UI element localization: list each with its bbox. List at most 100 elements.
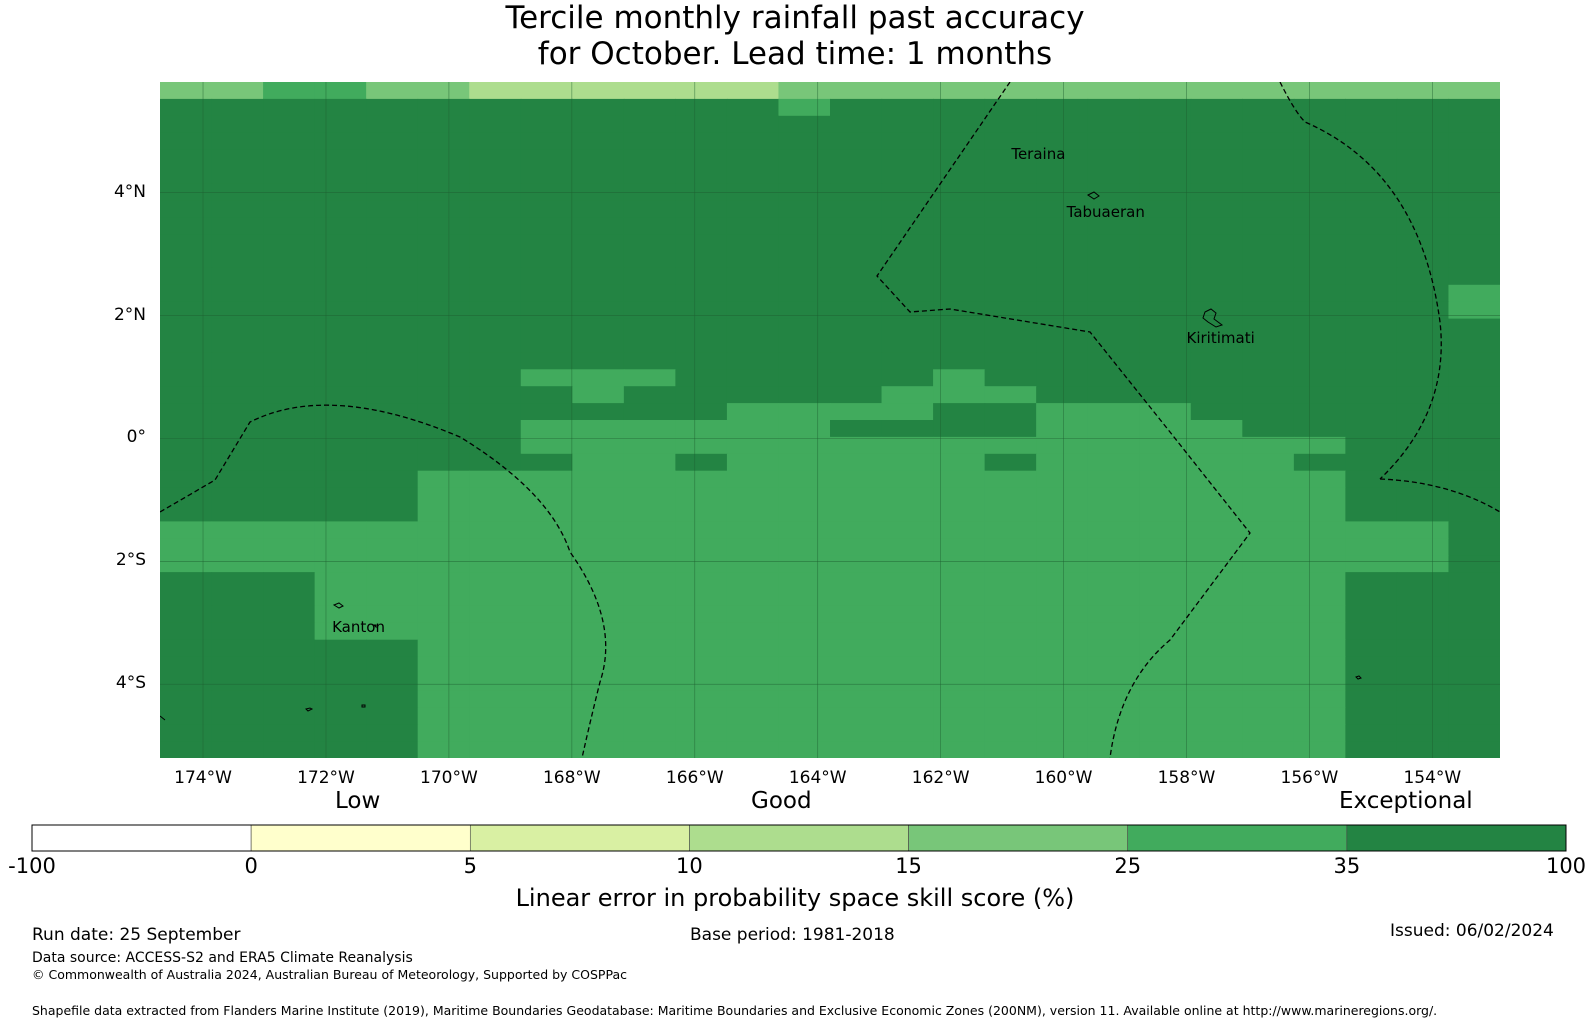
skill-cell <box>520 166 573 184</box>
skill-cell <box>1036 673 1089 691</box>
skill-cell <box>314 470 367 489</box>
skill-cell <box>366 555 419 573</box>
skill-cell <box>572 251 625 269</box>
skill-cell <box>314 741 367 758</box>
skill-cell <box>160 267 213 286</box>
skill-cell <box>1036 217 1089 235</box>
skill-cell <box>1396 639 1450 658</box>
skill-cell <box>1293 605 1346 624</box>
skill-cell <box>984 504 1037 522</box>
skill-cell <box>572 386 625 404</box>
skill-cell <box>263 673 316 691</box>
skill-cell <box>469 741 522 758</box>
skill-cell <box>520 132 573 151</box>
skill-cell <box>520 217 573 235</box>
skill-cell <box>1087 166 1140 184</box>
skill-cell <box>1242 149 1295 168</box>
skill-cell <box>1293 453 1346 472</box>
skill-cell <box>726 470 780 489</box>
skill-cell <box>520 724 573 742</box>
skill-cell <box>1448 82 1500 100</box>
skill-cell <box>1396 420 1450 438</box>
skill-cell <box>1242 605 1295 624</box>
skill-cell <box>1139 301 1192 320</box>
skill-cell <box>675 436 728 455</box>
skill-cell <box>1396 115 1450 134</box>
skill-cell <box>572 639 625 658</box>
skill-cell <box>933 149 986 168</box>
skill-cell <box>726 521 780 539</box>
skill-cell <box>211 234 264 252</box>
skill-cell <box>1396 234 1450 252</box>
skill-cell <box>263 589 316 607</box>
skill-cell <box>726 251 780 269</box>
scale-label-good: Good <box>751 788 812 814</box>
skill-cell <box>572 132 625 151</box>
skill-cell <box>984 690 1037 708</box>
skill-cell <box>933 589 986 607</box>
skill-cell <box>1293 724 1346 742</box>
skill-cell <box>520 555 573 573</box>
skill-cell <box>1448 132 1500 151</box>
skill-cell <box>726 386 780 404</box>
skill-cell <box>830 403 883 421</box>
skill-cell <box>1345 183 1398 201</box>
skill-cell <box>572 267 625 286</box>
skill-cell <box>778 183 831 201</box>
skill-cell <box>1036 589 1089 607</box>
skill-cell <box>881 589 934 607</box>
skill-cell <box>830 724 883 742</box>
skill-cell <box>1396 403 1450 421</box>
skill-cell <box>1190 436 1243 455</box>
longitude-label: 168°W <box>542 768 601 788</box>
skill-cell <box>1242 470 1295 489</box>
skill-cell <box>263 386 316 404</box>
skill-cell <box>984 183 1037 201</box>
skill-cell <box>830 200 883 218</box>
skill-cell <box>623 200 676 218</box>
skill-cell <box>1448 589 1500 607</box>
skill-cell <box>1448 98 1500 117</box>
skill-cell <box>778 318 831 337</box>
skill-cell <box>160 166 213 184</box>
skill-cell <box>1087 724 1140 742</box>
skill-cell <box>1293 200 1346 218</box>
skill-cell <box>1345 217 1398 235</box>
skill-cell <box>675 200 728 218</box>
skill-cell <box>1087 82 1140 100</box>
skill-cell <box>160 504 213 522</box>
skill-cell <box>675 98 728 117</box>
skill-cell <box>1242 115 1295 134</box>
skill-cell <box>520 267 573 286</box>
skill-cell <box>984 622 1037 641</box>
skill-cell <box>1087 589 1140 607</box>
skill-cell <box>1190 115 1243 134</box>
skill-cell <box>417 166 470 184</box>
skill-cell <box>726 724 780 742</box>
skill-cell <box>366 436 419 455</box>
colorbar-label: Linear error in probability space skill … <box>515 884 1075 912</box>
skill-cell <box>675 487 728 506</box>
island-small-1 <box>1355 675 1362 680</box>
skill-cell <box>623 352 676 370</box>
skill-cell <box>1345 622 1398 641</box>
skill-cell <box>417 251 470 269</box>
colorbar-tick: 15 <box>895 854 922 878</box>
island-small-4 <box>372 624 377 629</box>
skill-cell <box>469 251 522 269</box>
base-period: Base period: 1981-2018 <box>690 925 895 945</box>
skill-cell <box>1190 284 1243 303</box>
skill-cell <box>469 622 522 641</box>
skill-cell <box>1396 98 1450 117</box>
skill-cell <box>1293 335 1346 353</box>
skill-cell <box>623 82 676 100</box>
skill-cell <box>366 572 419 590</box>
skill-cell <box>1190 690 1243 708</box>
skill-cell <box>572 470 625 489</box>
skill-cell <box>675 690 728 708</box>
skill-cell <box>469 673 522 691</box>
skill-cell <box>1242 521 1295 539</box>
skill-cell <box>778 386 831 404</box>
skill-cell <box>1087 301 1140 320</box>
skill-cell <box>469 352 522 370</box>
